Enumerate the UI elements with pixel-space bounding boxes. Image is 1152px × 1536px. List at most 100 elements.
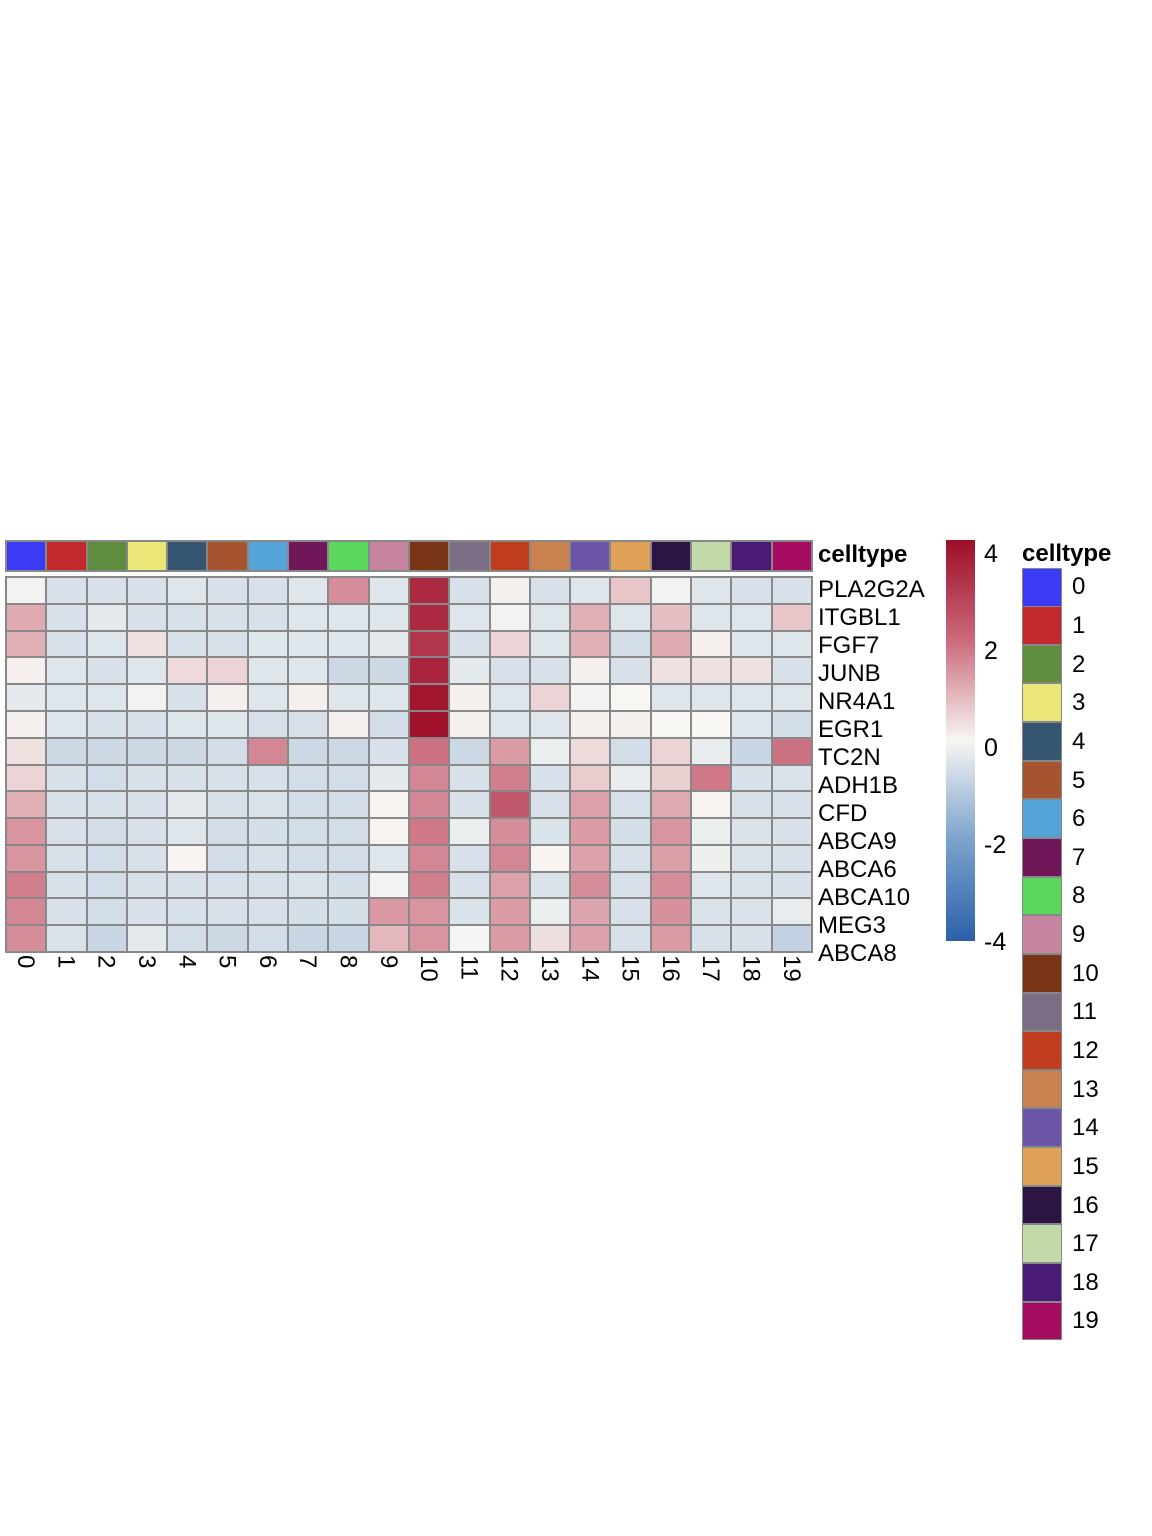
x-tick-label: 3	[133, 955, 161, 969]
heatmap-cell	[207, 737, 248, 765]
legend-swatch	[1022, 1185, 1062, 1225]
heatmap-cell	[610, 630, 651, 658]
legend-swatch	[1022, 683, 1062, 723]
heatmap-cell	[167, 871, 208, 899]
legend-item-label: 19	[1072, 1307, 1099, 1335]
heatmap-cell	[328, 684, 369, 711]
heatmap-cell	[489, 657, 530, 685]
heatmap-cell	[86, 710, 127, 738]
heatmap-cell	[771, 684, 812, 711]
gene-label: FGF7	[818, 632, 880, 659]
x-tick-label: 7	[294, 955, 322, 969]
heatmap-cell	[46, 630, 87, 658]
gene-label: NR4A1	[818, 688, 896, 715]
heatmap-cell	[328, 925, 369, 952]
heatmap-cell	[247, 603, 289, 631]
legend-item-label: 6	[1072, 805, 1086, 833]
heatmap-cell	[408, 818, 450, 845]
legend-swatch	[1022, 1031, 1062, 1070]
x-tick-label: 18	[737, 955, 765, 982]
heatmap-cell	[489, 630, 530, 658]
x-tick-label: 8	[334, 955, 362, 969]
heatmap-cell	[529, 844, 571, 872]
heatmap-cell	[86, 577, 127, 604]
heatmap-cell	[328, 577, 369, 604]
heatmap-cell	[328, 603, 369, 631]
heatmap-cell	[489, 871, 530, 899]
annotation-cell-2	[86, 541, 127, 571]
x-tick-label: 13	[536, 955, 564, 982]
heatmap-cell	[529, 871, 571, 899]
heatmap-cell	[731, 684, 772, 711]
legend-item-label: 9	[1072, 921, 1086, 949]
x-tick-label: 2	[92, 955, 120, 969]
heatmap-cell	[207, 684, 248, 711]
legend-item: 3	[1022, 683, 1142, 723]
heatmap-cell	[691, 603, 732, 631]
legend-item: 16	[1022, 1185, 1142, 1225]
heatmap-cell	[46, 818, 87, 845]
heatmap-cell	[570, 871, 611, 899]
heatmap-cell	[368, 657, 409, 685]
heatmap-cell	[691, 871, 732, 899]
x-tick-label: 1	[52, 955, 80, 969]
heatmap-cell	[650, 871, 692, 899]
heatmap-cell	[570, 791, 611, 819]
heatmap-cell	[46, 577, 87, 604]
heatmap-cell	[288, 844, 329, 872]
heatmap-cell	[610, 898, 651, 926]
heatmap-cell	[86, 844, 127, 872]
heatmap-cell	[650, 764, 692, 792]
heatmap-cell	[6, 684, 47, 711]
heatmap-cell	[610, 791, 651, 819]
heatmap-cell	[46, 925, 87, 952]
legend-item-label: 11	[1072, 998, 1097, 1026]
legend-swatch	[1022, 1108, 1062, 1148]
heatmap-cell	[167, 925, 208, 952]
heatmap-cell	[691, 925, 732, 952]
legend-swatch	[1022, 1069, 1062, 1109]
annotation-cell-4	[167, 541, 208, 571]
legend-item: 2	[1022, 644, 1142, 684]
heatmap-cell	[247, 657, 289, 685]
heatmap-cell	[368, 871, 409, 899]
colorbar-tick-label: 0	[984, 734, 998, 762]
heatmap-cell	[650, 630, 692, 658]
legend-item: 10	[1022, 953, 1142, 993]
heatmap-cell	[247, 764, 289, 792]
heatmap-cell	[6, 657, 47, 685]
heatmap-cell	[46, 684, 87, 711]
heatmap-cell	[207, 764, 248, 792]
legend-item-label: 2	[1072, 650, 1086, 678]
heatmap-cell	[650, 844, 692, 872]
gene-axis: PLA2G2A ITGBL1 FGF7 JUNB NR4A1 EGR1 TC2N ADH1B C…	[818, 576, 978, 967]
heatmap-cell	[86, 925, 127, 952]
heatmap-cell	[368, 630, 409, 658]
heatmap-cell	[610, 844, 651, 872]
heatmap-cell	[46, 898, 87, 926]
heatmap-cell	[46, 871, 87, 899]
heatmap-cell	[691, 710, 732, 738]
annotation-cell-8	[328, 541, 369, 571]
heatmap-cell	[449, 818, 490, 845]
heatmap-cell	[771, 925, 812, 952]
legend-item-label: 5	[1072, 766, 1086, 794]
annotation-cell-13	[529, 541, 571, 571]
heatmap-cell	[489, 737, 530, 765]
x-tick-label: 0	[12, 955, 40, 969]
annotation-cell-12	[489, 541, 530, 571]
heatmap-cell	[529, 818, 571, 845]
heatmap-cell	[247, 684, 289, 711]
heatmap-cell	[368, 603, 409, 631]
heatmap-cell	[207, 577, 248, 604]
heatmap-cell	[288, 818, 329, 845]
heatmap-cell	[6, 898, 47, 926]
legend-item-label: 17	[1072, 1230, 1099, 1258]
colorbar-tick-label: -2	[984, 831, 1007, 859]
heatmap-cell	[288, 577, 329, 604]
legend-swatch	[1022, 760, 1062, 800]
heatmap-cell	[529, 925, 571, 952]
heatmap-cell	[691, 737, 732, 765]
heatmap-cell	[771, 898, 812, 926]
heatmap-cell	[771, 871, 812, 899]
